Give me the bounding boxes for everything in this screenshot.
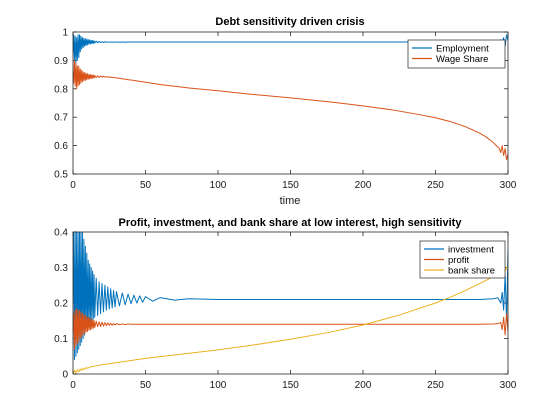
panel2-title: Profit, investment, and bank share at lo… [119,217,463,229]
xtick-label: 100 [210,180,227,191]
xtick-label: 0 [70,380,76,391]
ytick-label: 1 [62,28,68,39]
panel1-ticks: 0 50 100 150 200 250 300 0.5 0.6 0.7 0.8 0.9 1 [54,28,517,192]
xtick-label: 100 [210,380,227,391]
ytick-label: 0.8 [54,84,68,95]
legend-entry: profit [448,255,469,266]
panel1-series [73,34,508,161]
panel1-xlabel: time [280,195,301,207]
ytick-label: 0 [62,370,68,381]
panel-profit-investment: Profit, investment, and bank share at lo… [54,217,517,391]
legend-entry: Wage Share [436,54,488,65]
panel1-title: Debt sensitivity driven crisis [215,16,364,28]
series-line-employment [73,34,508,64]
ytick-label: 0.5 [54,170,68,181]
series-line-wage-share [73,59,508,161]
panel1-legend-box [407,39,506,69]
xtick-label: 250 [427,380,444,391]
ytick-label: 0.3 [54,263,68,274]
ytick-label: 0.1 [54,334,68,345]
ytick-label: 0.4 [54,228,68,239]
ytick-label: 0.9 [54,56,68,67]
ytick-label: 0.7 [54,113,68,124]
legend-entry: Employment [436,43,489,54]
series-line-profit [73,307,508,350]
panel1-axes-box [72,31,509,175]
xtick-label: 300 [500,180,517,191]
series-line-investment [73,232,508,361]
xtick-label: 300 [500,380,517,391]
xtick-label: 150 [282,380,299,391]
legend-entry: investment [448,244,494,255]
xtick-label: 150 [282,180,299,191]
legend-entry: bank share [448,265,495,276]
panel2-axes-box [72,231,509,375]
xtick-label: 50 [140,180,152,191]
panel-debt-sensitivity: Debt sensitivity driven crisis 0 50 100 150… [54,16,517,207]
ytick-label: 0.2 [54,299,68,310]
ytick-label: 0.6 [54,141,68,152]
xtick-label: 250 [427,180,444,191]
panel2-ticks: 0 50 100 150 200 250 300 0 0.1 0.2 0.3 0.4 [54,228,517,392]
xtick-label: 200 [355,180,372,191]
xtick-label: 50 [140,380,152,391]
xtick-label: 0 [70,180,76,191]
xtick-label: 200 [355,380,372,391]
